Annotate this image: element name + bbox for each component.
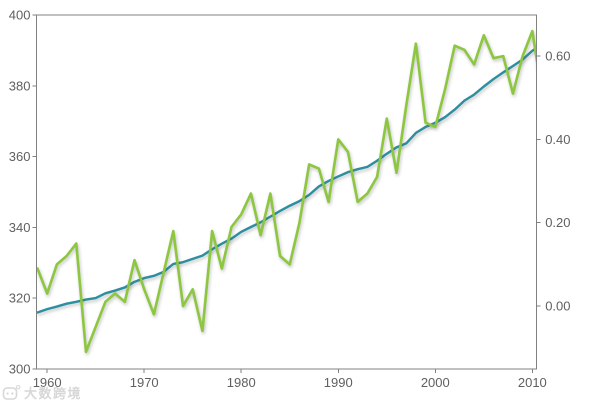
series-layer xyxy=(36,29,537,354)
co2-series-line xyxy=(36,46,537,314)
left-axis-label-400: 400 xyxy=(9,8,31,23)
x-tick-label-2010: 2010 xyxy=(518,375,547,390)
x-tick-label-1980: 1980 xyxy=(227,375,256,390)
right-axis-label-0.60: 0.60 xyxy=(545,49,570,64)
left-axis-label-360: 360 xyxy=(9,149,31,164)
right-axis-label-0.40: 0.40 xyxy=(545,132,570,147)
temperature-series-line xyxy=(36,29,537,354)
right-axis-label-0.00: 0.00 xyxy=(545,298,570,313)
x-tick-label-2000: 2000 xyxy=(421,375,450,390)
plot-frame xyxy=(36,14,538,370)
right-axis-label-0.20: 0.20 xyxy=(545,215,570,230)
watermark-text: 大数跨境 xyxy=(24,386,83,401)
watermark: 大数跨境 xyxy=(2,383,82,402)
x-tick-label-1990: 1990 xyxy=(324,375,353,390)
x-tick-label-1960: 1960 xyxy=(33,375,62,390)
watermark-logo-icon xyxy=(2,384,21,400)
left-axis-label-300: 300 xyxy=(9,362,31,377)
left-axis-label-340: 340 xyxy=(9,220,31,235)
x-tick-label-1970: 1970 xyxy=(130,375,159,390)
left-axis-label-320: 320 xyxy=(9,291,31,306)
axes-layer: 1960 1970 1980 1990 2000 2010 300 320 340 360 380 4… xyxy=(9,8,571,391)
left-axis-label-380: 380 xyxy=(9,78,31,93)
frame-layer xyxy=(32,14,541,373)
